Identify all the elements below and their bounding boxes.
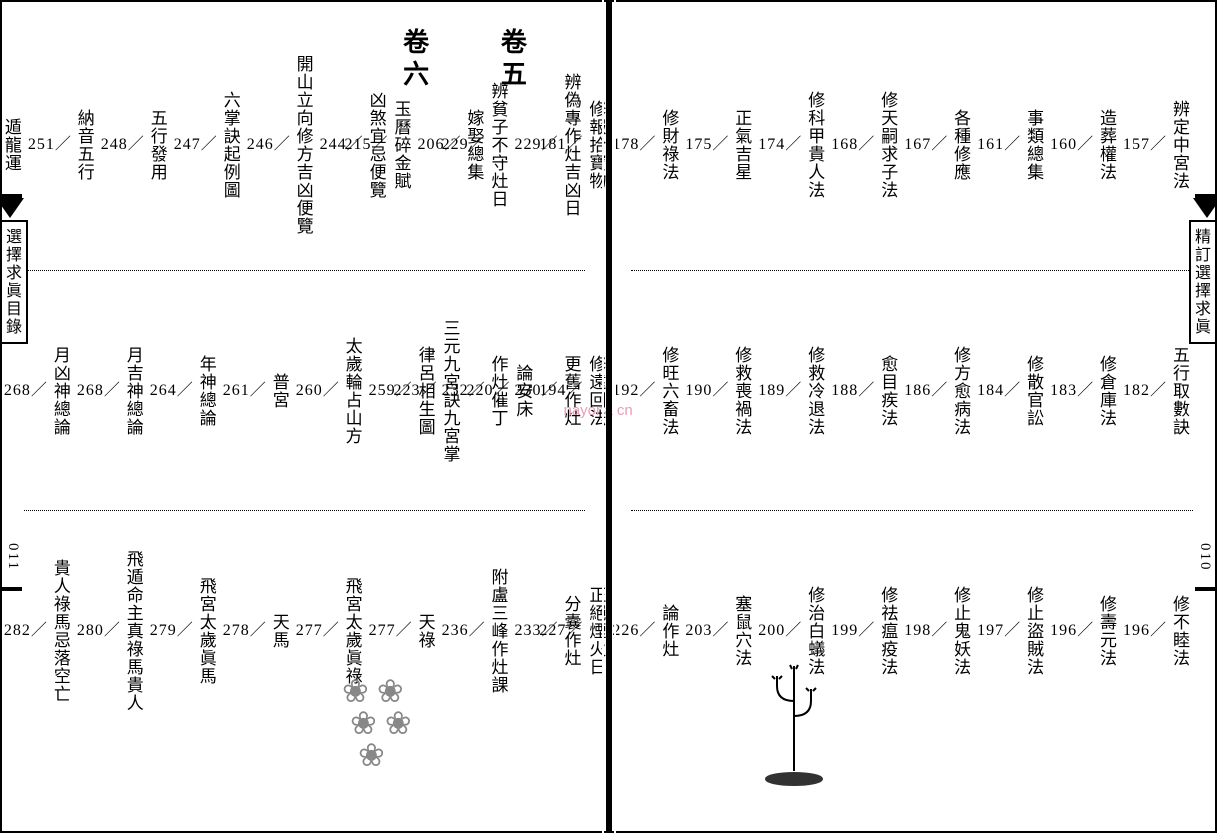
right-page: 精訂選擇求眞 010 辨定中宮法／157 造葬權法／160 事類總集／161 各…: [609, 0, 1217, 833]
toc-entry: 嫁娶總集／206: [417, 28, 484, 262]
right-margin-tab: 精訂選擇求眞: [1189, 220, 1217, 344]
toc-entry: 年神總論／264: [150, 279, 217, 502]
toc-entry: 正氣吉星／175: [685, 28, 752, 262]
toc-entry: 六掌訣起例圖／247: [174, 28, 241, 262]
toc-entry: 修旺六畜法／192: [612, 279, 679, 502]
toc-entry: 普宮／261: [223, 279, 290, 502]
toc-entry: 正絕煙火日／227: [539, 519, 606, 742]
left-page-number: 011: [4, 543, 21, 571]
right-region-1: 辨定中宮法／157 造葬權法／160 事類總集／161 各種修應／167 修天嗣…: [631, 20, 1194, 270]
toc-entry: 修天嗣求子法／168: [831, 28, 898, 262]
toc-entry: 修報拾寶物／181: [539, 28, 606, 262]
toc-entry: 納音五行／251: [28, 28, 95, 262]
toc-entry: 修方愈病法／186: [904, 279, 971, 502]
toc-entry: 修救冷退法／189: [758, 279, 825, 502]
flower-decoration-icon: ❀ ❀ ❀ ❀ ❀: [342, 675, 412, 771]
toc-entry: 事類總集／161: [977, 28, 1044, 262]
toc-entry: 飛遁命主真祿馬貴人／280: [77, 519, 144, 742]
toc-entry: 修倉庫法／183: [1050, 279, 1117, 502]
left-region-3: 分囊作灶／233 附盧三峰作灶課／236 天祿／277 飛宮太歲眞祿／277 天…: [24, 510, 585, 750]
toc-entry: 塞鼠穴法／203: [685, 519, 752, 742]
volume-head-5: 卷五: [493, 28, 530, 262]
toc-entry: 修救喪禍法／190: [685, 279, 752, 502]
toc-entry: 修不睦法／196: [1123, 519, 1190, 742]
toc-entry: 五行發用／248: [101, 28, 168, 262]
toc-entry: 修散官訟／184: [977, 279, 1044, 502]
toc-entry: 太歲輪占山方／260: [296, 279, 363, 502]
toc-entry: 三元九宮訣九宮掌／223: [394, 279, 461, 502]
toc-entry: 天馬／278: [223, 519, 290, 742]
toc-entry: 論安床／220: [466, 279, 533, 502]
toc-entry: 飛宮太歲眞馬／279: [150, 519, 217, 742]
toc-entry: 修止鬼妖法／198: [904, 519, 971, 742]
right-region-2: 五行取數訣／182 修倉庫法／183 修散官訟／184 修方愈病法／186 愈目…: [631, 270, 1194, 510]
watermark: nayona.cn: [564, 402, 633, 419]
toc-entry: 各種修應／167: [904, 28, 971, 262]
toc-entry: 造葬權法／160: [1050, 28, 1117, 262]
toc-entry: 月吉神總論／268: [77, 279, 144, 502]
left-margin-tab: 選擇求眞目錄: [0, 220, 28, 344]
toc-entry: 附盧三峰作灶課／236: [442, 519, 509, 742]
toc-entry: 辨定中宮法／157: [1123, 28, 1190, 262]
toc-entry: 修止盜賊法／197: [977, 519, 1044, 742]
right-page-number: 010: [1196, 543, 1213, 572]
toc-entry: 開山立向修方吉凶便覽／246: [247, 28, 314, 262]
toc-entry: 修祛瘟疫法／199: [831, 519, 898, 742]
toc-entry: 修科甲貴人法／174: [758, 28, 825, 262]
toc-entry: 修財祿法／178: [612, 28, 679, 262]
toc-entry: 五行取數訣／182: [1123, 279, 1190, 502]
right-region-3: 修不睦法／196 修壽元法／196 修止盜賊法／197 修止鬼妖法／198 修祛…: [631, 510, 1194, 750]
toc-entry: 修遠回法／194: [539, 279, 606, 502]
book-spine: [606, 0, 612, 833]
toc-entry: 論作灶／226: [612, 519, 679, 742]
cactus-decoration-icon: [759, 661, 829, 791]
toc-entry: 修壽元法／196: [1050, 519, 1117, 742]
toc-entry: 愈目疾法／188: [831, 279, 898, 502]
toc-entry: 玉曆碎金賦／215: [345, 28, 412, 262]
